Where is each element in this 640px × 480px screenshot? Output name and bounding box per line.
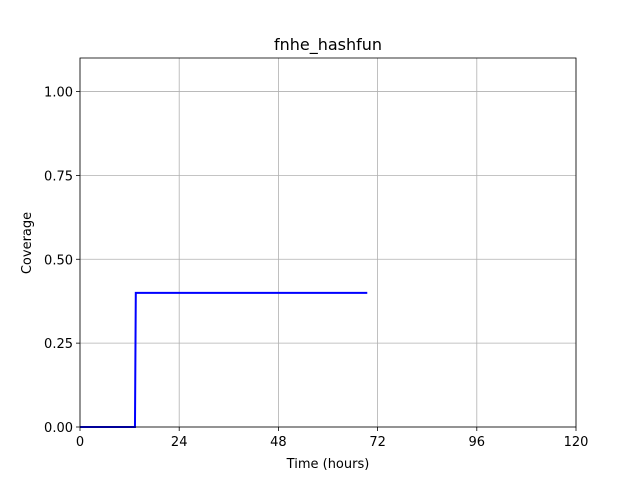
y-tick-label: 0.00 bbox=[44, 421, 73, 436]
x-tick-label: 48 bbox=[270, 435, 287, 450]
x-tick-label: 72 bbox=[369, 435, 386, 450]
y-tick-label: 0.75 bbox=[44, 169, 73, 184]
x-tick-label: 24 bbox=[171, 435, 188, 450]
chart-title: fnhe_hashfun bbox=[274, 35, 382, 55]
x-tick-label: 120 bbox=[564, 435, 589, 450]
x-axis-label: Time (hours) bbox=[286, 457, 370, 472]
y-tick-label: 0.50 bbox=[44, 253, 73, 268]
y-tick-label: 1.00 bbox=[44, 86, 73, 101]
x-tick-label: 0 bbox=[76, 435, 84, 450]
plot-frame bbox=[79, 57, 577, 428]
y-axis-label: Coverage bbox=[20, 212, 35, 274]
y-tick-label: 0.25 bbox=[44, 337, 73, 352]
ticks: 0 24 48 72 96 120 0.00 0.25 0.50 0.75 1.00 bbox=[44, 86, 588, 450]
x-tick-label: 96 bbox=[469, 435, 486, 450]
